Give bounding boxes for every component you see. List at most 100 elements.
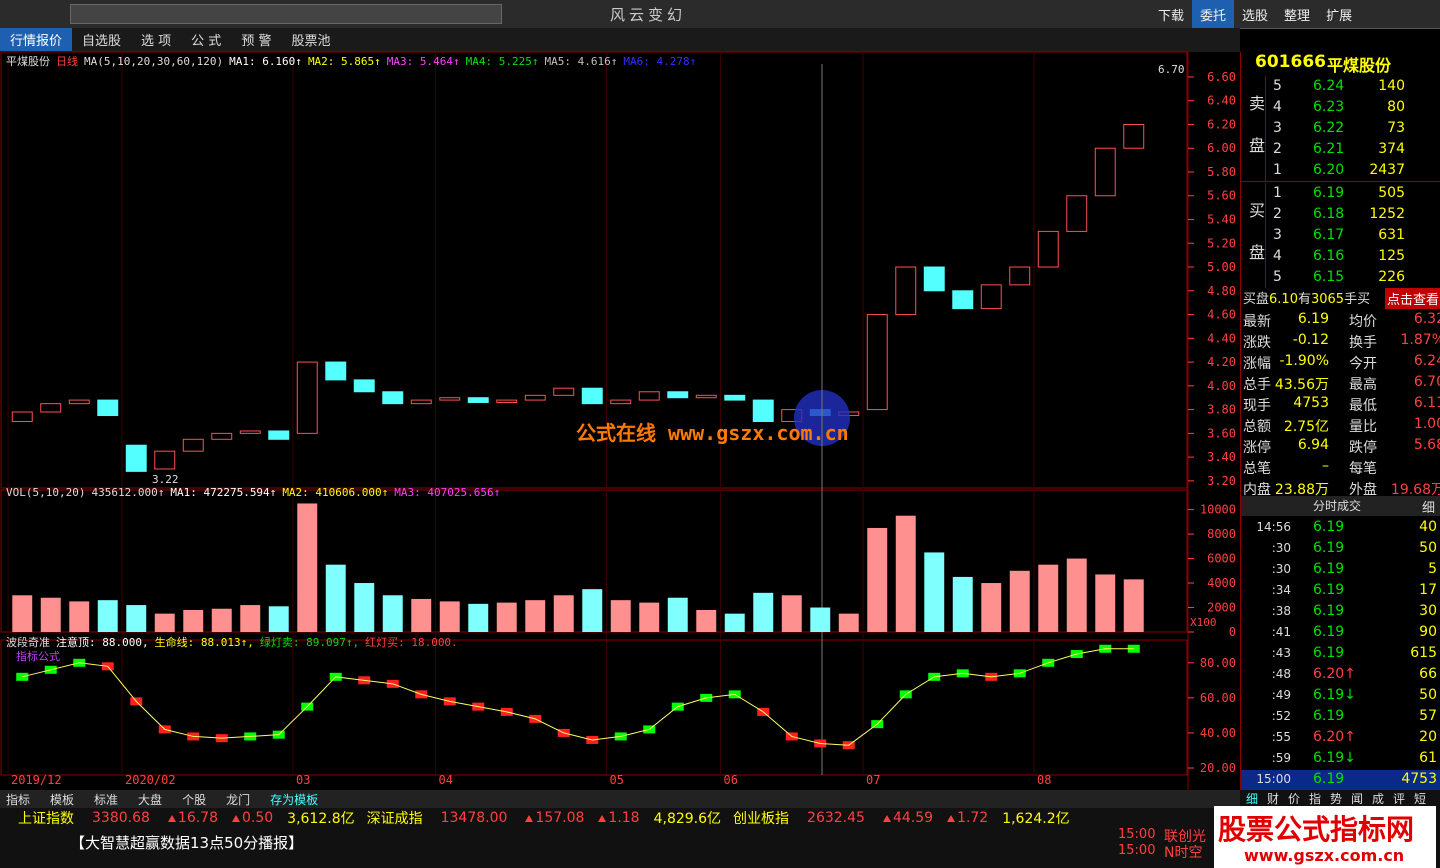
row: 3 6.22 73 — [1241, 118, 1440, 139]
volume-bar — [696, 609, 717, 632]
quote-tab[interactable]: 细 — [1246, 792, 1259, 806]
toolbar-button[interactable]: 委托 — [1192, 0, 1235, 28]
watermark-title: 股票公式指标网 — [1218, 813, 1415, 846]
status-area: 指标 模板 标准 大盘 个股 龙门 存为模板 细财价指势闻成评短上证指数 3380.68 16.7… — [0, 790, 1440, 868]
volume-bar — [354, 583, 375, 632]
toolbar-button[interactable]: 选股 — [1242, 9, 1269, 24]
bottom-tab[interactable]: 个股 — [182, 793, 207, 807]
indicator-legend: 波段奇准 注意顶: 88.000, 生命线: 88.013↑, 绿灯卖: 89.097… — [6, 634, 464, 650]
volume: 125 — [1378, 248, 1405, 264]
stat-label: 今开 — [1349, 356, 1377, 372]
candle — [610, 399, 632, 405]
bottom-tab[interactable]: 存为模板 — [270, 793, 319, 807]
tick-time: :52 — [1271, 709, 1291, 723]
row: 涨幅 -1.90% 今开 6.24 — [1241, 352, 1440, 373]
candle — [581, 387, 603, 405]
volume-bar — [753, 592, 774, 632]
quote-tab[interactable]: 势 — [1330, 792, 1343, 806]
menu-tab[interactable]: 选 项 — [141, 34, 172, 49]
candle — [296, 361, 318, 434]
candle — [724, 394, 746, 401]
volume-legend-item: VOL(5,10,20) — [6, 486, 86, 499]
stat-value: 6.24 — [1413, 353, 1440, 369]
stat-label: 总手 — [1243, 377, 1271, 393]
alert-time: 15:00 — [1118, 843, 1156, 858]
candle — [211, 432, 233, 440]
volume-bar — [1095, 574, 1116, 632]
ma-value: MA3: 5.464↑ — [386, 55, 460, 68]
candle — [952, 290, 974, 310]
candle — [325, 361, 347, 381]
menu-tab[interactable]: 股票池 — [291, 34, 331, 49]
stat-label: 现手 — [1243, 398, 1271, 414]
price: 6.18 — [1313, 206, 1345, 222]
quote-tab[interactable]: 闻 — [1351, 792, 1364, 806]
divider — [1265, 76, 1266, 181]
book-label: 卖 — [1249, 94, 1266, 113]
buy-note-part: 手买 — [1344, 292, 1371, 307]
bottom-tab[interactable]: 模板 — [50, 793, 75, 807]
toolbar-button[interactable]: 扩展 — [1326, 9, 1353, 24]
level: 3 — [1273, 227, 1282, 243]
alert-name: N时空 — [1164, 845, 1203, 861]
toolbar-button[interactable]: 整理 — [1284, 9, 1311, 24]
level: 3 — [1273, 120, 1282, 136]
volume-bar — [1038, 564, 1059, 632]
stat-value: 4753 — [1293, 395, 1329, 411]
volume-bar — [439, 601, 460, 632]
bottom-tab[interactable]: 标准 — [94, 793, 119, 807]
stat-label: 最高 — [1349, 377, 1377, 393]
y-tick-label: 20.00 — [1200, 761, 1236, 775]
tick-time: :41 — [1271, 625, 1291, 639]
level: 5 — [1273, 78, 1282, 94]
panel-frame — [0, 51, 1188, 489]
tick-time: :48 — [1271, 667, 1291, 681]
menu-tab[interactable]: 自选股 — [82, 34, 122, 49]
tick-price: 6.19 — [1313, 771, 1345, 787]
quote-tab[interactable]: 成 — [1372, 792, 1385, 806]
buy-note-part: 有 — [1297, 292, 1311, 307]
quote-tab[interactable]: 短 — [1414, 792, 1427, 806]
price: 6.21 — [1313, 141, 1345, 157]
volume-bar — [1009, 570, 1030, 632]
tick-volume: 57 — [1419, 708, 1437, 724]
bottom-tab[interactable]: 指标 — [6, 793, 31, 807]
stat-value: -1.90% — [1279, 353, 1329, 369]
quote-tab[interactable]: 评 — [1393, 792, 1406, 806]
view-button[interactable]: 点击查看 — [1384, 288, 1440, 309]
quote-panel: 601666 平煤股份 5 6.24 140 4 6.23 80 3 6.22 73 2 6.21 374… — [1240, 52, 1440, 792]
tick-time: :30 — [1271, 562, 1291, 576]
quote-tab[interactable]: 指 — [1309, 792, 1322, 806]
low-label: 3.22 — [152, 473, 179, 486]
menu-tab[interactable]: 行情报价 — [0, 28, 73, 51]
high-label: 6.70 — [1158, 63, 1185, 76]
stat-label: 总额 — [1243, 419, 1271, 435]
indicator-legend-item: 波段奇准 — [6, 636, 50, 649]
candle — [410, 399, 432, 405]
bottom-tab[interactable]: 龙门 — [226, 793, 251, 807]
search-box[interactable] — [70, 4, 502, 24]
row: 2 6.18 1252 — [1241, 204, 1440, 225]
candle — [1123, 123, 1145, 149]
quote-tab[interactable]: 价 — [1288, 792, 1301, 806]
candle — [1009, 266, 1031, 286]
x-tick-label: 08 — [1037, 773, 1051, 787]
quote-tab[interactable]: 财 — [1267, 792, 1280, 806]
ticks-button[interactable]: 细 — [1421, 501, 1435, 516]
menu-tab[interactable]: 公 式 — [191, 34, 222, 49]
stat-value: 6.11 — [1413, 395, 1440, 411]
row: :34 6.19 17 — [1241, 581, 1440, 602]
stat-value: 6.19 — [1297, 311, 1329, 327]
menu-tab[interactable]: 预 警 — [241, 34, 272, 49]
index-pct: 1.18 — [608, 810, 640, 826]
tick-volume: 17 — [1419, 582, 1437, 598]
book-label: 买 — [1249, 201, 1266, 220]
candle — [68, 399, 90, 405]
row: 2 6.21 374 — [1241, 139, 1440, 160]
x-tick-label: 03 — [296, 773, 310, 787]
toolbar-button[interactable]: 下载 — [1158, 9, 1185, 24]
volume-bar — [297, 503, 318, 632]
bottom-tab[interactable]: 大盘 — [138, 793, 163, 807]
toolbar: 风云变幻 下载 委托 选股 整理 扩展 — [0, 0, 1440, 29]
